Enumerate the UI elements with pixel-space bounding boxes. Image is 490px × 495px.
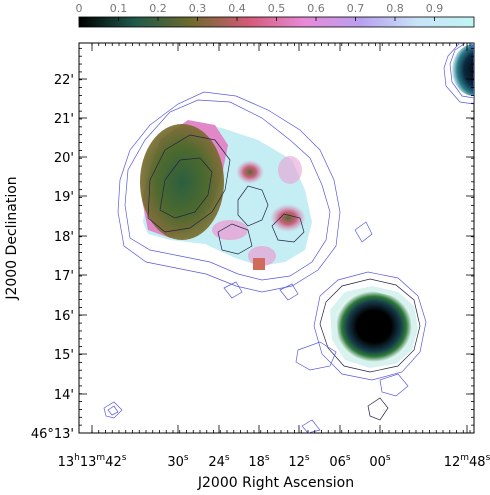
- y-tick-label: 14': [54, 388, 74, 403]
- colorbar-tick-label: 0.6: [307, 2, 325, 15]
- x-tick-label: 18s: [248, 453, 270, 470]
- x-axis-ticks: [91, 43, 471, 433]
- y-axis-ticks: [79, 47, 474, 434]
- diffuse-emission: [140, 120, 312, 270]
- x-tick-labels: 13h13m42s 30s 24s 18s 12s 06s 00s 12m48s: [58, 453, 490, 470]
- y-tick-label: 20': [54, 151, 74, 166]
- colorbar-tick-label: 0.9: [426, 2, 444, 15]
- y-tick-label: 16': [54, 309, 74, 324]
- colorbar-tick-label: 0.7: [347, 2, 365, 15]
- colorbar-tick-label: 0.3: [189, 2, 207, 15]
- x-tick-label: 06s: [329, 453, 351, 470]
- y-tick-label: 19': [54, 190, 74, 205]
- compact-source: [330, 286, 418, 368]
- corner-source: [452, 44, 474, 96]
- x-tick-label: 30s: [167, 453, 189, 470]
- x-tick-label: 00s: [369, 453, 391, 470]
- y-tick-label: 22': [54, 73, 74, 88]
- y-tick-label: 46°13': [31, 427, 74, 442]
- colorbar-tick-label: 0.8: [386, 2, 404, 15]
- colorbar-tick-label: 0.4: [228, 2, 246, 15]
- x-tick-label: 12m48s: [444, 453, 490, 470]
- y-axis-title: J2000 Declination: [4, 176, 20, 300]
- colorbar-tick-label: 0.1: [110, 2, 128, 15]
- y-tick-label: 17': [54, 269, 74, 284]
- y-tick-label: 18': [54, 230, 74, 245]
- x-tick-label: 13h13m42s: [58, 453, 127, 470]
- contours: [103, 43, 474, 433]
- colorbar-tick-label: 0.2: [149, 2, 167, 15]
- x-tick-label: 12s: [288, 453, 310, 470]
- x-tick-label: 24s: [208, 453, 230, 470]
- x-axis-title: J2000 Right Ascension: [197, 475, 354, 491]
- y-tick-label: 15': [54, 348, 74, 363]
- y-tick-label: 21': [54, 112, 74, 127]
- colorbar-ticks: 0 0.1 0.2 0.3 0.4 0.5 0.6 0.7 0.8 0.9: [76, 2, 444, 21]
- y-tick-labels: 22' 21' 20' 19' 18' 17' 16' 15' 14' 46°13': [31, 73, 74, 442]
- colorbar-tick-label: 0.5: [268, 2, 286, 15]
- colorbar-tick-label: 0: [76, 2, 83, 15]
